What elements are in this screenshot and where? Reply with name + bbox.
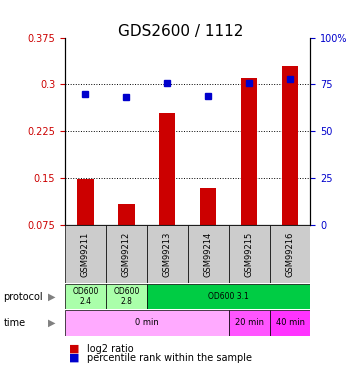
Text: log2 ratio: log2 ratio [87, 344, 133, 354]
Text: ■: ■ [69, 353, 79, 363]
Text: GSM99213: GSM99213 [163, 231, 172, 277]
Bar [241, 78, 257, 225]
Text: protocol: protocol [4, 292, 43, 302]
Text: OD600
2.8: OD600 2.8 [113, 287, 140, 306]
FancyBboxPatch shape [65, 284, 106, 309]
FancyBboxPatch shape [229, 225, 270, 283]
Bar [118, 204, 135, 225]
FancyBboxPatch shape [147, 284, 310, 309]
FancyBboxPatch shape [106, 225, 147, 283]
Text: GSM99212: GSM99212 [122, 231, 131, 277]
FancyBboxPatch shape [229, 310, 270, 336]
Text: OD600
2.4: OD600 2.4 [72, 287, 99, 306]
FancyBboxPatch shape [270, 225, 310, 283]
Text: OD600 3.1: OD600 3.1 [208, 292, 249, 301]
Text: GSM99215: GSM99215 [245, 231, 253, 277]
Text: GDS2600 / 1112: GDS2600 / 1112 [118, 24, 243, 39]
FancyBboxPatch shape [188, 225, 229, 283]
Text: GSM99211: GSM99211 [81, 231, 90, 277]
Text: GSM99216: GSM99216 [286, 231, 295, 277]
Text: time: time [4, 318, 26, 328]
FancyBboxPatch shape [270, 310, 310, 336]
FancyBboxPatch shape [106, 284, 147, 309]
Bar [159, 112, 175, 225]
Text: ▶: ▶ [48, 292, 56, 302]
Text: 40 min: 40 min [275, 318, 304, 327]
Text: 0 min: 0 min [135, 318, 159, 327]
FancyBboxPatch shape [147, 225, 188, 283]
Text: percentile rank within the sample: percentile rank within the sample [87, 353, 252, 363]
Bar [200, 188, 216, 225]
Text: ▶: ▶ [48, 318, 56, 328]
Text: GSM99214: GSM99214 [204, 231, 213, 277]
Bar [282, 66, 298, 225]
Bar [77, 179, 93, 225]
Text: 20 min: 20 min [235, 318, 264, 327]
FancyBboxPatch shape [65, 310, 229, 336]
FancyBboxPatch shape [65, 225, 106, 283]
Text: ■: ■ [69, 344, 79, 354]
